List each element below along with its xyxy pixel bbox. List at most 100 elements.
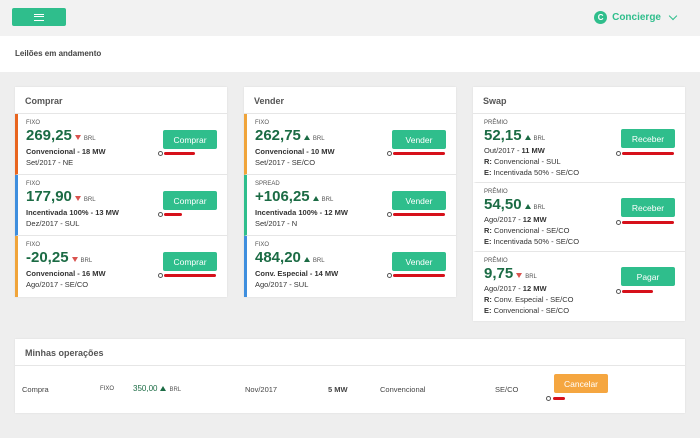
vender-button[interactable]: Vender bbox=[392, 191, 446, 210]
chevron-down-icon bbox=[668, 11, 678, 21]
clock-icon bbox=[158, 151, 163, 156]
time-remaining-bar bbox=[622, 221, 674, 224]
time-remaining-bar bbox=[622, 290, 653, 293]
currency-label: BRL bbox=[525, 274, 537, 280]
clock-icon bbox=[616, 220, 621, 225]
product-description: Incentivada 100% - 13 MW bbox=[26, 208, 119, 217]
concierge-menu[interactable]: C Concierge bbox=[594, 11, 678, 24]
auction-price: 177,90 BRL bbox=[26, 188, 96, 205]
comprar-button[interactable]: Comprar bbox=[163, 191, 217, 210]
operation-kind: Compra bbox=[22, 385, 49, 394]
product-description: Convencional - 10 MW bbox=[255, 147, 335, 156]
arrow-down-icon bbox=[74, 196, 81, 201]
currency-label: BRL bbox=[533, 205, 546, 211]
time-remaining-bar bbox=[393, 274, 445, 277]
price-value: 350,00 bbox=[133, 384, 158, 393]
receber-button[interactable]: Receber bbox=[621, 198, 675, 217]
price-value: 9,75 bbox=[484, 265, 514, 282]
comprar-panel-title: Comprar bbox=[15, 87, 227, 114]
price-value: 484,20 bbox=[255, 249, 301, 266]
swap-panel: Swap PRÊMIO 52,15 BRL Out/2017 - 11 MW R… bbox=[473, 87, 685, 321]
receive-line: R: Convencional - SE/CO bbox=[484, 226, 570, 235]
price-value: -20,25 bbox=[26, 249, 69, 266]
swap-type: PRÊMIO bbox=[484, 120, 508, 126]
vender-button[interactable]: Vender bbox=[392, 252, 446, 271]
auction-type: FIXO bbox=[255, 120, 270, 126]
arrow-up-icon bbox=[160, 386, 167, 391]
auction-row: SPREAD +106,25 BRL Incentivada 100% - 12… bbox=[244, 175, 456, 236]
price-value: +106,25 bbox=[255, 188, 310, 205]
operation-type: FIXO bbox=[100, 386, 115, 392]
currency-label: BRL bbox=[533, 136, 546, 142]
page-title: Leilões em andamento bbox=[15, 49, 102, 58]
menu-button[interactable] bbox=[12, 8, 66, 26]
clock-icon bbox=[387, 151, 392, 156]
auction-type: FIXO bbox=[255, 242, 270, 248]
auction-type: FIXO bbox=[26, 120, 41, 126]
period-submarket: Dez/2017 - SUL bbox=[26, 219, 80, 228]
arrow-up-icon bbox=[312, 196, 319, 201]
period-submarket: Set/2017 - N bbox=[255, 219, 298, 228]
auction-price: 262,75 BRL bbox=[255, 127, 325, 144]
vender-button[interactable]: Vender bbox=[392, 130, 446, 149]
hamburger-icon bbox=[34, 13, 44, 21]
swap-price: 54,50 BRL bbox=[484, 196, 545, 213]
arrow-down-icon bbox=[74, 135, 81, 140]
auction-type: FIXO bbox=[26, 181, 41, 187]
cancel-button[interactable]: Cancelar bbox=[554, 374, 608, 393]
comprar-panel: Comprar FIXO 269,25 BRL Convencional - 1… bbox=[15, 87, 227, 297]
clock-icon bbox=[616, 289, 621, 294]
comprar-button[interactable]: Comprar bbox=[163, 130, 217, 149]
period-submarket: Set/2017 - NE bbox=[26, 158, 74, 167]
deliver-line: E: Incentivada 50% - SE/CO bbox=[484, 237, 580, 246]
clock-icon bbox=[158, 273, 163, 278]
period-volume: Ago/2017 - 12 MW bbox=[484, 284, 547, 293]
top-bar: C Concierge bbox=[0, 0, 700, 36]
price-value: 52,15 bbox=[484, 127, 522, 144]
concierge-avatar: C bbox=[594, 11, 608, 24]
receber-button[interactable]: Receber bbox=[621, 129, 675, 148]
operation-submarket: SE/CO bbox=[495, 385, 519, 394]
operation-price: 350,00 BRL bbox=[133, 384, 181, 393]
product-description: Convencional - 18 MW bbox=[26, 147, 106, 156]
clock-icon bbox=[387, 273, 392, 278]
period-volume: Ago/2017 - 12 MW bbox=[484, 215, 547, 224]
auction-type: FIXO bbox=[26, 242, 41, 248]
auction-price: +106,25 BRL bbox=[255, 188, 333, 205]
receive-line: R: Convencional - SUL bbox=[484, 157, 561, 166]
swap-type: PRÊMIO bbox=[484, 258, 508, 264]
arrow-up-icon bbox=[303, 257, 310, 262]
price-value: 269,25 bbox=[26, 127, 72, 144]
my-operations-panel: Minhas operações Compra FIXO 350,00 BRL … bbox=[15, 339, 685, 413]
receive-line: R: Conv. Especial - SE/CO bbox=[484, 295, 574, 304]
time-remaining-bar bbox=[393, 152, 445, 155]
currency-label: BRL bbox=[321, 197, 334, 203]
time-remaining-bar bbox=[164, 213, 182, 216]
swap-price: 52,15 BRL bbox=[484, 127, 545, 144]
vender-panel-title: Vender bbox=[244, 87, 456, 114]
deliver-line: E: Incentivada 50% - SE/CO bbox=[484, 168, 580, 177]
pagar-button[interactable]: Pagar bbox=[621, 267, 675, 286]
clock-icon bbox=[387, 212, 392, 217]
swap-panel-title: Swap bbox=[473, 87, 685, 114]
my-operations-title: Minhas operações bbox=[15, 339, 685, 366]
auction-price: 269,25 BRL bbox=[26, 127, 96, 144]
vender-panel: Vender FIXO 262,75 BRL Convencional - 10… bbox=[244, 87, 456, 297]
swap-row: PRÊMIO 54,50 BRL Ago/2017 - 12 MW R: Con… bbox=[473, 183, 685, 252]
price-value: 177,90 bbox=[26, 188, 72, 205]
subheader: Leilões em andamento bbox=[0, 36, 700, 72]
product-description: Convencional - 16 MW bbox=[26, 269, 106, 278]
swap-row: PRÊMIO 52,15 BRL Out/2017 - 11 MW R: Con… bbox=[473, 114, 685, 183]
clock-icon bbox=[616, 151, 621, 156]
period-submarket: Set/2017 - SE/CO bbox=[255, 158, 316, 167]
clock-icon bbox=[546, 396, 551, 401]
operation-volume: 5 MW bbox=[328, 385, 348, 394]
time-remaining-bar bbox=[164, 274, 216, 277]
auction-row: FIXO 484,20 BRL Conv. Especial - 14 MW A… bbox=[244, 236, 456, 297]
clock-icon bbox=[158, 212, 163, 217]
arrow-up-icon bbox=[524, 204, 531, 209]
comprar-button[interactable]: Comprar bbox=[163, 252, 217, 271]
swap-row: PRÊMIO 9,75 BRL Ago/2017 - 12 MW R: Conv… bbox=[473, 252, 685, 321]
time-remaining-bar bbox=[164, 152, 195, 155]
auction-price: -20,25 BRL bbox=[26, 249, 92, 266]
